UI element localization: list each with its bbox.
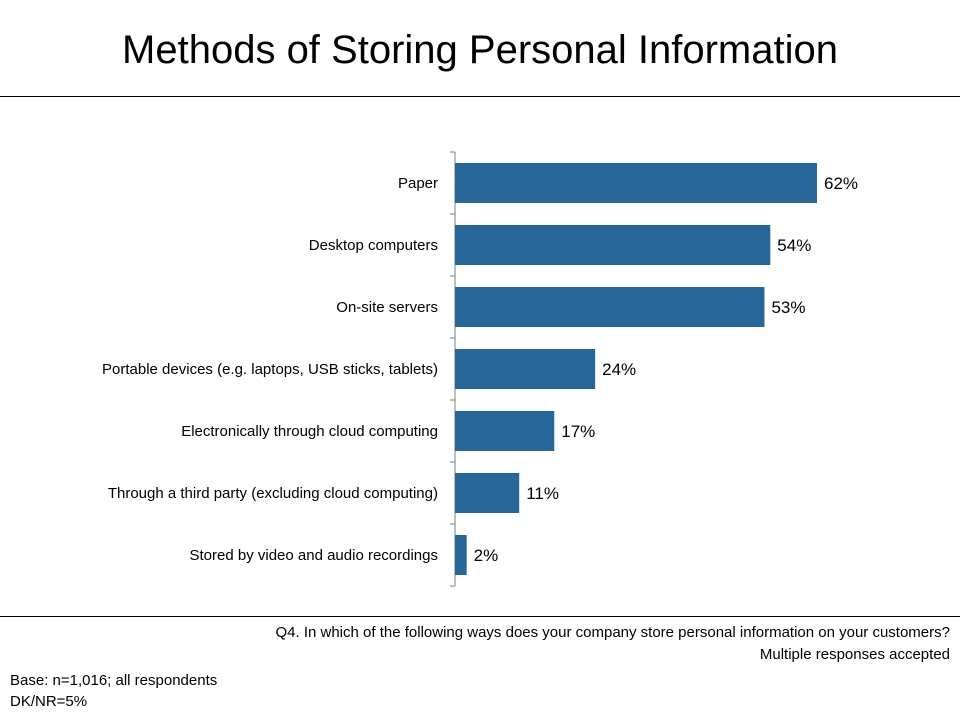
data-label: 53% [771, 298, 805, 317]
bar [455, 473, 520, 513]
category-label: Portable devices (e.g. laptops, USB stic… [102, 361, 438, 378]
category-label: Through a third party (excluding cloud c… [108, 485, 438, 502]
data-label: 2% [474, 546, 499, 565]
data-label: 24% [602, 360, 636, 379]
bar [455, 349, 596, 389]
data-label: 62% [824, 174, 858, 193]
data-label: 17% [561, 422, 595, 441]
bar-chart: Paper 62% Desktop computers 54% On-site serv… [102, 151, 858, 587]
question-text: Q4. In which of the following ways does … [275, 624, 950, 641]
title-divider [0, 96, 960, 97]
slide-title: Methods of Storing Personal Information [122, 28, 838, 72]
category-label: Desktop computers [309, 237, 438, 254]
category-label: Stored by video and audio recordings [190, 547, 439, 564]
footer-divider [0, 616, 960, 617]
category-label: Electronically through cloud computing [181, 423, 438, 440]
base-note: Base: n=1,016; all respondents [10, 672, 218, 689]
question-note: Q4. In which of the following ways does … [50, 622, 950, 666]
bar [455, 287, 765, 327]
footnotes: Base: n=1,016; all respondents DK/NR=5% [10, 670, 217, 712]
bar [455, 163, 817, 203]
category-label: On-site servers [336, 299, 438, 316]
responses-note: Multiple responses accepted [759, 646, 950, 663]
dknr-note: DK/NR=5% [10, 693, 88, 710]
category-label: Paper [398, 175, 438, 192]
bar [455, 225, 771, 265]
data-label: 54% [777, 236, 811, 255]
bar [455, 535, 467, 575]
data-label: 11% [526, 484, 559, 503]
bar [455, 411, 555, 451]
chart-plot-area: Paper 62% Desktop computers 54% On-site serv… [102, 151, 858, 587]
